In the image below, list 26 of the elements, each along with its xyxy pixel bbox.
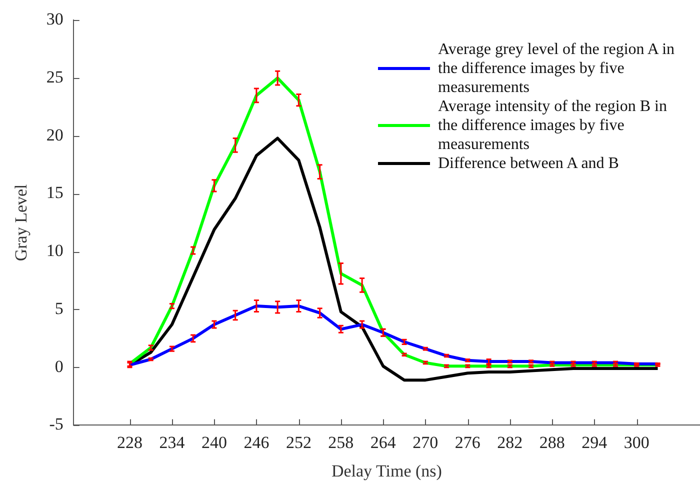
y-tick-label: -5 [49, 414, 64, 434]
y-tick-label: 10 [46, 241, 64, 260]
x-tick-label: 228 [116, 432, 142, 452]
x-tick-label: 252 [286, 432, 312, 452]
x-tick-label: 270 [412, 432, 438, 452]
x-tick-label: 258 [328, 432, 354, 452]
x-tick-label: 300 [624, 432, 650, 452]
x-tick-label: 294 [582, 432, 608, 452]
y-tick-label: 0 [54, 356, 64, 376]
y-axis-title: Gray Level [12, 184, 31, 262]
x-tick-label: 276 [454, 432, 480, 452]
x-axis-title: Delay Time (ns) [331, 461, 442, 480]
y-tick-label: 30 [46, 10, 64, 29]
x-tick-label: 264 [370, 432, 396, 452]
x-tick-label: 240 [201, 432, 227, 452]
y-tick-label: 15 [46, 183, 64, 202]
x-tick-label: 234 [159, 432, 186, 452]
legend-label: Average intensity of the region B in the difference images by five measurements [438, 97, 668, 154]
y-tick-label: 20 [46, 125, 64, 144]
legend-label: Difference between A and B [438, 154, 620, 173]
y-tick-label: 25 [46, 68, 64, 87]
y-tick-label: 5 [54, 298, 64, 318]
x-tick-label: 282 [497, 432, 523, 452]
x-tick-label: 246 [244, 432, 270, 452]
x-tick-label: 288 [539, 432, 565, 452]
legend-label: Average grey level of the region A in the difference images by five measurements [438, 40, 676, 97]
